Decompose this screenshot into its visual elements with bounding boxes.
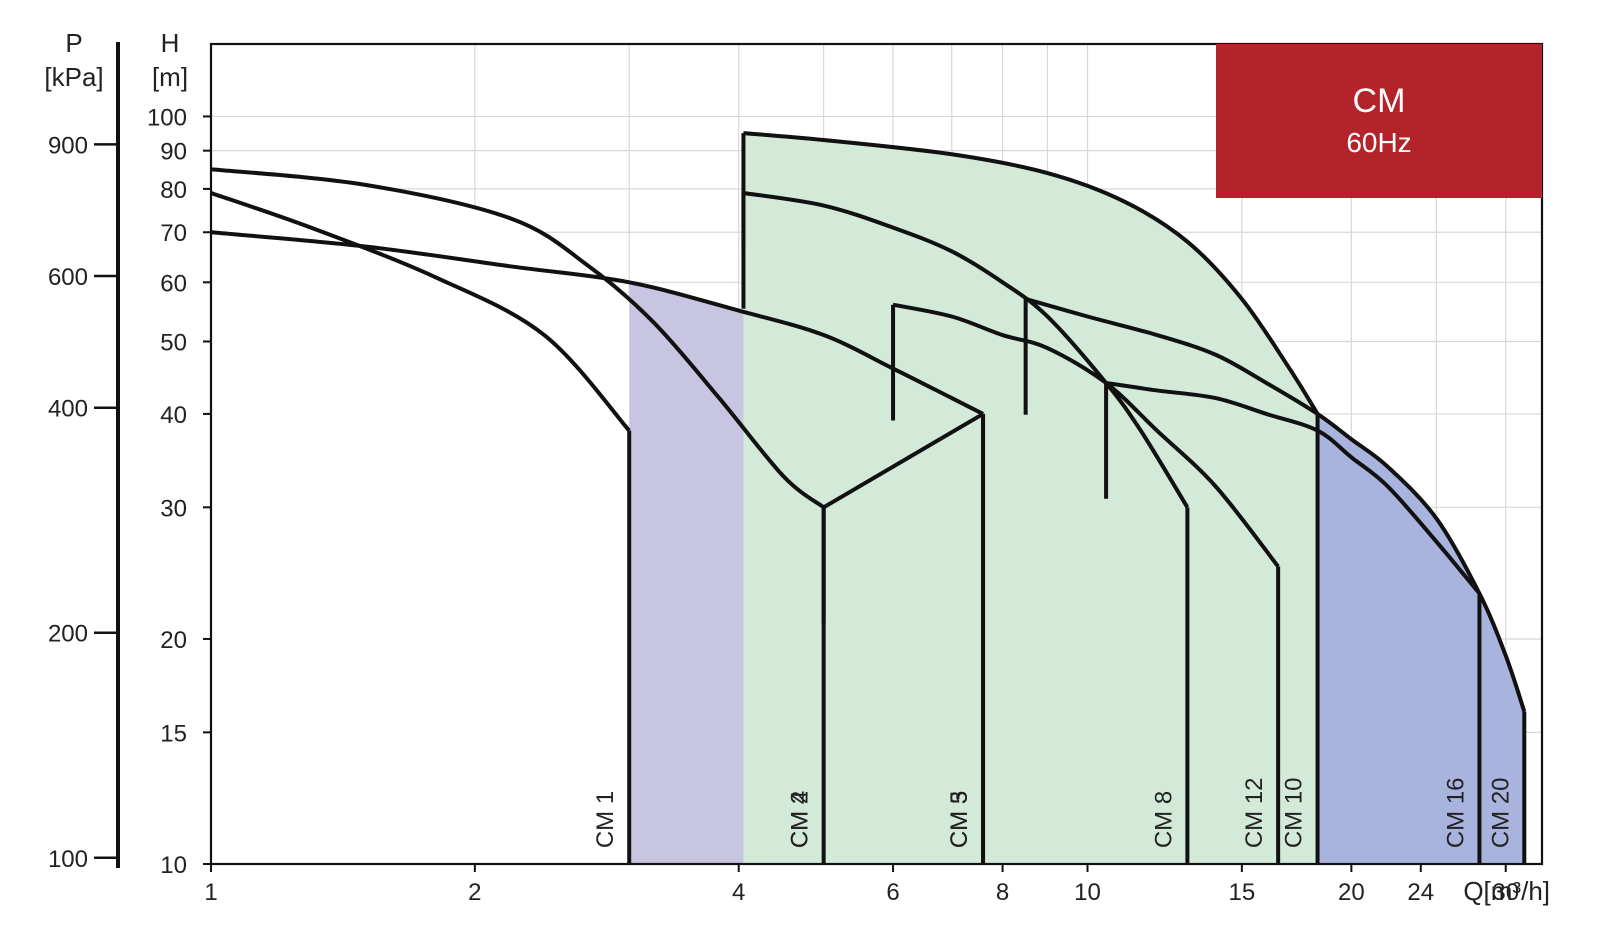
y-tick-label: 10 [160,852,187,879]
label-cm-8: CM 8 [1150,791,1177,848]
curve-cm-8 [743,190,1190,509]
flow-axis-title: Q[m³/h] [1463,876,1550,906]
pressure-axis-title: P [65,28,82,58]
label-cm-20: CM 20 [1487,777,1514,848]
curve-cm-5 [822,412,985,510]
y-tick-label: 40 [160,402,187,429]
performance-areas [211,133,1525,864]
curve-cm-12 [892,302,1280,568]
y-tick-label: 15 [160,720,187,747]
area-cm-20 [1317,413,1525,864]
chart-subtitle: 60Hz [1346,127,1411,158]
x-tick-label: 6 [886,879,899,906]
series-labels: CM 1 CM 2 CM 3 CM 4 CM 5 CM 8 CM 12 CM 10 CM 16 C… [592,777,1514,848]
label-cm-10: CM 10 [1281,777,1308,848]
x-tick-label: 2 [468,879,481,906]
curve-cm-16 [1105,381,1481,595]
y-tick-label: 30 [160,495,187,522]
curve-cm-10 [743,131,1320,415]
pressure-tick-label: 900 [48,132,88,159]
pressure-axis-unit: [kPa] [44,62,103,92]
y-tick-label: 80 [160,177,187,204]
head-axis-unit: [m] [152,62,188,92]
pressure-tick-label: 400 [48,396,88,423]
y-tick-label: 20 [160,627,187,654]
label-cm-5: CM 5 [946,791,973,848]
chart-title: CM [1353,82,1406,120]
x-tick-label: 10 [1074,879,1101,906]
x-tick-label: 30 [1492,879,1519,906]
x-tick-label: 24 [1407,879,1434,906]
y-tick-label: 60 [160,270,187,297]
x-tick-label: 4 [732,879,745,906]
x-tick-label: 8 [996,879,1009,906]
y-tick-label: 50 [160,329,187,356]
x-tick-label: 20 [1338,879,1365,906]
curve-cm-1 [211,191,631,432]
y-tick-label: 100 [147,104,187,131]
pressure-tick-label: 100 [48,846,88,873]
x-tick-label: 15 [1229,879,1256,906]
pressure-tick-label: 200 [48,621,88,648]
title-badge [1216,44,1542,198]
label-cm-4: CM 4 [787,791,814,848]
head-axis-title: H [161,28,180,58]
curve-cm-3 [211,230,984,416]
y-tick-label: 70 [160,220,187,247]
label-cm-3: CM 3 [946,791,973,848]
label-cm-12: CM 12 [1241,777,1268,848]
axis-ticks: 1 2 4 6 8 10 15 20 24 301015203040506070809010010… [48,104,1519,906]
label-cm-16: CM 16 [1442,777,1469,848]
x-tick-label: 1 [204,879,217,906]
pressure-tick-label: 600 [48,264,88,291]
label-cm-1: CM 1 [592,791,619,848]
area-cm-10 [743,133,1318,864]
plot-frame [209,42,1544,866]
curve-cm-20 [1025,297,1527,713]
performance-curves [211,131,1527,864]
label-cm-2: CM 2 [787,791,814,848]
y-tick-label: 90 [160,139,187,166]
